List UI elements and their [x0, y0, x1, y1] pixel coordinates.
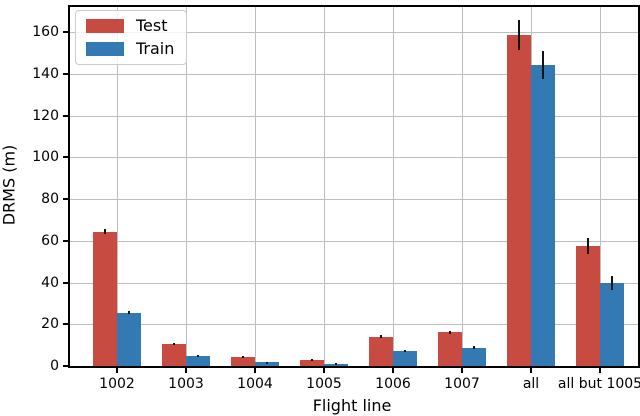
- x-tick-label: 1005: [306, 376, 342, 392]
- y-tick-mark: [63, 365, 68, 367]
- y-tick-label: 120: [32, 107, 59, 124]
- gridline-horizontal: [70, 282, 638, 284]
- y-tick-label: 0: [50, 358, 59, 374]
- y-tick-label: 80: [41, 191, 59, 208]
- bar-test-1005: [300, 359, 324, 366]
- gridline-vertical: [462, 7, 463, 366]
- y-tick-mark: [63, 114, 68, 117]
- errorbar-train-1006: [404, 350, 406, 353]
- bar-train-1007: [462, 347, 486, 366]
- gridline-vertical: [393, 7, 394, 366]
- x-tick-label: all: [522, 376, 540, 392]
- legend-item-test: Test: [86, 18, 176, 34]
- x-tick-mark: [323, 368, 325, 373]
- y-tick-mark: [63, 31, 68, 34]
- errorbar-train-1004: [266, 361, 268, 364]
- errorbar-test-1005: [311, 358, 313, 361]
- errorbar-test-1006: [380, 335, 382, 339]
- gridline-horizontal: [70, 115, 638, 117]
- legend: Test Train: [75, 10, 187, 65]
- y-tick-mark: [63, 198, 68, 201]
- y-tick-mark: [63, 156, 68, 159]
- x-tick-label: 1007: [444, 376, 480, 392]
- errorbar-train-1002: [128, 310, 130, 315]
- gridline-vertical: [255, 7, 256, 366]
- legend-label-test: Test: [136, 16, 168, 35]
- x-tick-label: 1003: [168, 376, 204, 392]
- bar-train-1004: [255, 362, 279, 366]
- bar-test-1004: [231, 357, 255, 366]
- bar-train-all: [531, 64, 555, 366]
- gridline-horizontal: [70, 199, 638, 201]
- bar-train-1006: [393, 351, 417, 366]
- x-tick-mark: [185, 368, 187, 373]
- errorbar-test-1007: [449, 330, 451, 335]
- x-tick-label: 1002: [99, 376, 135, 392]
- errorbar-test-1003: [173, 342, 175, 346]
- errorbar-test-1002: [104, 229, 106, 235]
- errorbar-test-all: [518, 19, 520, 51]
- bar-test-1003: [162, 343, 186, 366]
- x-axis-label: Flight line: [312, 396, 392, 415]
- bar-train-all-but-1005: [600, 283, 624, 366]
- errorbar-train-all-but-1005: [611, 276, 613, 291]
- y-tick-label: 100: [32, 149, 59, 166]
- gridline-vertical: [600, 7, 601, 366]
- y-tick-mark: [63, 281, 68, 284]
- legend-swatch-test: [86, 19, 124, 33]
- plot-area: [68, 5, 640, 368]
- x-tick-label: 1006: [375, 376, 411, 392]
- gridline-vertical: [117, 7, 118, 366]
- x-tick-mark: [461, 368, 463, 373]
- y-tick-mark: [63, 239, 68, 242]
- y-axis-label: DRMS (m): [0, 144, 19, 226]
- gridline-vertical: [186, 7, 187, 366]
- y-tick-label: 20: [41, 316, 59, 333]
- bar-test-1006: [369, 336, 393, 366]
- errorbar-test-all-but-1005: [587, 237, 589, 255]
- x-tick-mark: [392, 368, 394, 373]
- bar-test-1007: [438, 332, 462, 366]
- gridline-horizontal: [70, 32, 638, 34]
- x-tick-mark: [254, 368, 256, 373]
- bar-train-1003: [186, 355, 210, 366]
- errorbar-test-1004: [242, 356, 244, 359]
- y-tick-label: 40: [41, 274, 59, 291]
- legend-label-train: Train: [136, 39, 175, 58]
- bar-test-1002: [93, 231, 117, 366]
- bar-test-all-but-1005: [576, 245, 600, 366]
- errorbar-train-1007: [473, 346, 475, 349]
- x-tick-label: all but 1005: [557, 376, 640, 392]
- errorbar-train-1005: [335, 363, 337, 366]
- x-tick-label: 1004: [237, 376, 273, 392]
- y-tick-label: 160: [32, 24, 59, 41]
- x-tick-mark: [599, 368, 601, 373]
- gridline-vertical: [324, 7, 325, 366]
- gridline-horizontal: [70, 324, 638, 326]
- y-tick-label: 60: [41, 232, 59, 249]
- x-tick-mark: [530, 368, 532, 373]
- gridline-horizontal: [70, 157, 638, 159]
- gridline-horizontal: [70, 73, 638, 75]
- bar-train-1002: [117, 312, 141, 366]
- legend-item-train: Train: [86, 41, 176, 57]
- y-tick-label: 140: [32, 65, 59, 82]
- bar-test-all: [507, 35, 531, 366]
- errorbar-train-all: [542, 50, 544, 79]
- legend-swatch-train: [86, 42, 124, 56]
- y-tick-mark: [63, 72, 68, 75]
- errorbar-train-1003: [197, 354, 199, 357]
- x-tick-mark: [116, 368, 118, 373]
- gridline-horizontal: [70, 240, 638, 242]
- y-tick-mark: [63, 323, 68, 326]
